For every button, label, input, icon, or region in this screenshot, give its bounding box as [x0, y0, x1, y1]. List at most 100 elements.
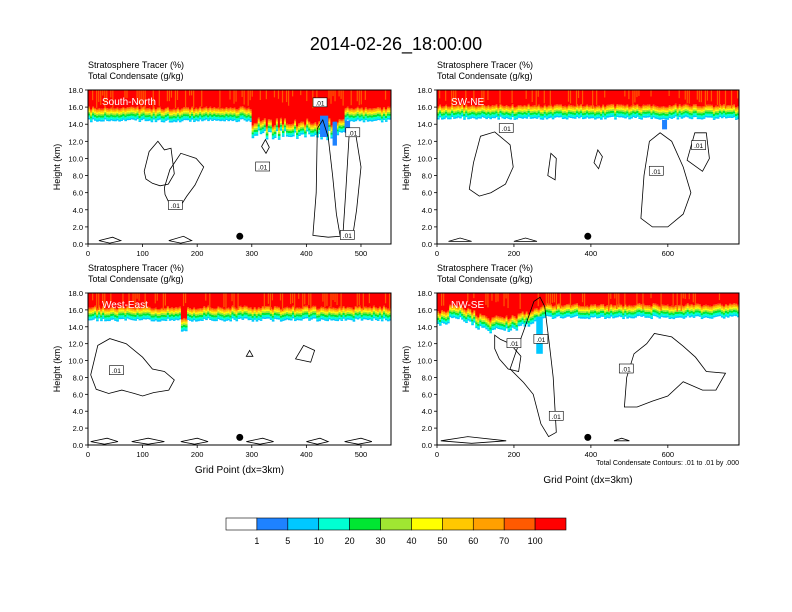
- tracer-column: [281, 312, 285, 314]
- tracer-column: [590, 106, 593, 108]
- tracer-column: [704, 107, 708, 109]
- tracer-column: [463, 115, 466, 119]
- tracer-column: [455, 293, 458, 306]
- tracer-column: [300, 313, 303, 315]
- tracer-column: [193, 310, 196, 312]
- tracer-column: [624, 106, 627, 109]
- tracer-column: [495, 109, 498, 112]
- tracer-streak: [168, 90, 171, 102]
- tracer-column: [485, 110, 488, 112]
- tracer-column: [318, 127, 321, 131]
- tracer-column: [616, 105, 619, 107]
- tracer-column: [191, 115, 194, 118]
- tracer-column: [453, 117, 456, 119]
- tracer-column: [124, 310, 127, 312]
- tracer-column: [122, 108, 125, 110]
- tracer-column: [350, 310, 354, 312]
- tracer-column: [493, 321, 496, 324]
- tracer-column: [706, 107, 710, 109]
- tracer-column: [376, 293, 380, 309]
- tracer-column: [178, 112, 182, 114]
- tracer-column: [233, 107, 237, 109]
- tracer-column: [531, 313, 535, 315]
- tracer-column: [120, 112, 123, 114]
- tracer-column: [366, 312, 370, 315]
- tracer-column: [116, 312, 119, 315]
- tracer-column: [235, 309, 239, 312]
- tracer-column: [233, 293, 237, 308]
- tracer-streak: [638, 90, 640, 96]
- tracer-column: [519, 90, 523, 106]
- tracer-column: [170, 114, 174, 117]
- tracer-column: [366, 115, 370, 118]
- tracer-column: [340, 310, 344, 313]
- tracer-column: [598, 114, 601, 117]
- tracer-column: [350, 316, 354, 319]
- tracer-column: [243, 307, 247, 309]
- tracer-column: [672, 106, 676, 108]
- tracer-column: [451, 314, 454, 317]
- tracer-column: [211, 108, 214, 110]
- tracer-column: [437, 315, 440, 317]
- tracer-column: [441, 106, 444, 109]
- tracer-column: [279, 314, 283, 316]
- tracer-column: [348, 117, 352, 120]
- tracer-column: [164, 315, 168, 318]
- tracer-column: [517, 106, 521, 108]
- tracer-column: [154, 310, 158, 312]
- tracer-column: [535, 293, 539, 309]
- tracer-column: [708, 104, 712, 107]
- tracer-column: [273, 307, 277, 309]
- tracer-column: [344, 293, 348, 309]
- tracer-column: [441, 314, 444, 316]
- tracer-column: [511, 321, 515, 324]
- tracer-column: [636, 90, 639, 104]
- contour-line: [143, 140, 175, 187]
- tracer-column: [549, 306, 553, 308]
- tracer-column: [658, 106, 662, 109]
- tracer-column: [197, 112, 200, 114]
- tracer-column: [94, 119, 97, 121]
- tracer-column: [225, 90, 228, 108]
- tracer-column: [243, 314, 247, 317]
- tracer-column: [302, 311, 305, 314]
- tracer-column: [630, 109, 633, 111]
- tracer-column: [154, 293, 158, 308]
- tracer-column: [642, 106, 645, 108]
- tracer-column: [178, 306, 182, 308]
- tracer-column: [267, 124, 271, 127]
- tracer-column: [505, 112, 509, 115]
- tracer-column: [525, 315, 529, 317]
- tracer-column: [513, 325, 517, 328]
- tracer-column: [533, 312, 537, 314]
- tracer-column: [211, 111, 214, 114]
- tracer-column: [451, 306, 454, 308]
- tracer-column: [487, 293, 490, 319]
- tracer-column: [531, 114, 535, 117]
- tracer-streak: [678, 90, 680, 99]
- tracer-column: [106, 115, 109, 118]
- tracer-column: [463, 118, 466, 120]
- tracer-column: [344, 110, 348, 113]
- tracer-column: [128, 313, 132, 316]
- tracer-column: [461, 110, 464, 113]
- tracer-column: [588, 90, 591, 106]
- contour-label-box: [498, 123, 514, 133]
- tracer-column: [515, 326, 519, 329]
- tracer-column: [545, 304, 549, 306]
- tracer-column: [469, 312, 472, 315]
- tracer-column: [346, 111, 350, 114]
- tracer-streak: [100, 90, 102, 106]
- tracer-column: [273, 306, 277, 308]
- tracer-column: [302, 132, 305, 135]
- tracer-column: [322, 313, 325, 317]
- y-axis-label: Height (km): [401, 144, 411, 191]
- tracer-column: [437, 311, 440, 313]
- tracer-column: [281, 135, 285, 137]
- tracer-column: [489, 107, 492, 109]
- tracer-column: [132, 112, 136, 114]
- tracer-column: [712, 90, 716, 108]
- tracer-column: [519, 112, 523, 115]
- tracer-column: [219, 314, 222, 317]
- tracer-column: [666, 106, 670, 109]
